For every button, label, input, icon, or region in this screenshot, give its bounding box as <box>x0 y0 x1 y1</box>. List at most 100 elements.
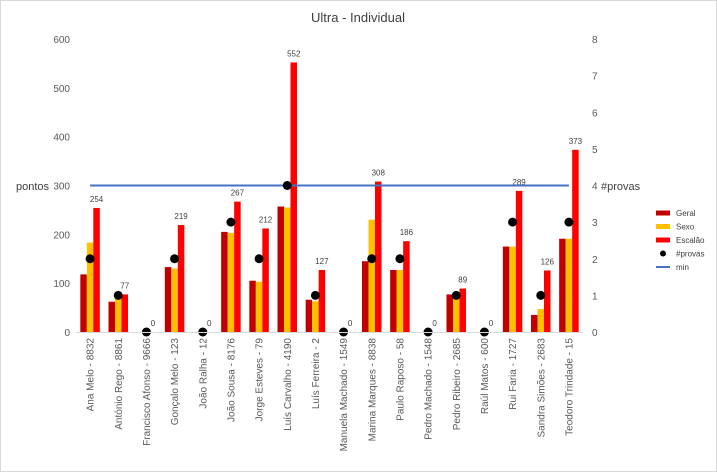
y2-tick-label: 2 <box>592 255 598 266</box>
bar-sexo <box>312 301 319 332</box>
legend-swatch <box>656 210 670 216</box>
y-tick-label: 100 <box>53 279 70 290</box>
bar-geral <box>108 301 115 332</box>
bar-sexo <box>284 207 291 332</box>
escalao-data-label: 77 <box>120 281 129 290</box>
x-tick-label: Pedro Ribeiro - 2685 <box>452 338 463 431</box>
legend-swatch <box>656 237 670 243</box>
bar-sexo <box>368 219 375 332</box>
bar-geral <box>559 238 566 332</box>
escalao-data-label: 219 <box>174 212 188 221</box>
y-tick-label: 400 <box>53 133 70 144</box>
escalao-data-label: 0 <box>348 319 353 328</box>
escalao-data-label: 0 <box>151 319 156 328</box>
bar-escalo <box>515 190 523 332</box>
bar-escalo <box>403 241 410 332</box>
escalao-data-label: 212 <box>259 215 273 224</box>
x-tick-label: Paulo Raposo - 58 <box>395 338 406 421</box>
escalao-data-label: 127 <box>315 257 329 266</box>
bar-escalo <box>234 201 241 332</box>
bar-sexo <box>537 309 544 332</box>
bar-geral <box>531 314 538 332</box>
provas-point <box>310 290 320 300</box>
bar-escalo <box>262 228 269 332</box>
x-tick-label: Francisco Afonso - 9666 <box>142 338 153 446</box>
escalao-data-label: 289 <box>512 178 526 187</box>
bar-geral <box>277 206 284 332</box>
bar-sexo <box>565 238 573 332</box>
y2-tick-label: 6 <box>592 108 598 119</box>
y2-tick-label: 0 <box>592 328 598 339</box>
bar-geral <box>80 274 87 332</box>
escalao-data-label: 126 <box>541 257 555 266</box>
x-tick-label: Luís Carvalho - 4190 <box>283 338 294 431</box>
escalao-data-label: 308 <box>372 169 386 178</box>
bar-sexo <box>171 268 178 332</box>
y-tick-label: 600 <box>53 35 70 46</box>
provas-point <box>395 254 405 264</box>
x-tick-label: Ana Melo - 8832 <box>86 338 97 412</box>
bar-escalo <box>375 181 382 332</box>
x-tick-label: Teodoro Trindade - 15 <box>564 338 575 436</box>
bar-geral <box>502 246 510 332</box>
bar-geral <box>362 261 369 332</box>
y-tick-label: 200 <box>53 230 70 241</box>
bar-geral <box>446 294 453 332</box>
bar-sexo <box>509 246 516 332</box>
y2-axis-title: #provas <box>601 181 641 193</box>
escalao-data-label: 89 <box>458 276 467 285</box>
escalao-data-label: 267 <box>231 189 245 198</box>
escalao-data-label: 0 <box>489 319 494 328</box>
x-tick-label: Gonçalo Melo - 123 <box>170 338 181 426</box>
provas-point <box>367 254 377 264</box>
bar-escalo <box>121 294 128 332</box>
legend-label: #provas <box>676 250 704 259</box>
bar-geral <box>305 299 313 332</box>
escalao-data-label: 373 <box>569 137 583 146</box>
provas-point <box>113 290 123 300</box>
provas-point <box>564 217 574 227</box>
x-tick-label: Marina Marques - 8838 <box>367 338 378 442</box>
x-tick-label: Pedro Machado - 1548 <box>424 338 435 440</box>
bar-sexo <box>115 297 122 332</box>
provas-point <box>85 254 95 264</box>
provas-point <box>282 181 292 190</box>
bar-sexo <box>86 242 94 332</box>
y-axis: 0 100 200 300 400 500 600 <box>53 35 70 339</box>
provas-point <box>170 254 180 264</box>
x-axis: Ana Melo - 8832 António Rego - 8861 Franci… <box>76 332 583 451</box>
bar-geral <box>249 280 256 332</box>
bar-escalo <box>93 207 100 332</box>
provas-point <box>226 217 236 227</box>
y-tick-label: 500 <box>53 84 70 95</box>
provas-point <box>451 290 461 300</box>
escalao-data-label: 552 <box>287 49 301 58</box>
provas-point <box>508 217 518 227</box>
legend-label: Escalão <box>676 236 705 245</box>
bar-sexo <box>396 269 404 332</box>
legend-label: min <box>676 263 689 272</box>
y-tick-label: 0 <box>64 328 70 339</box>
y2-axis: 0 1 2 3 4 5 6 7 8 <box>592 35 598 339</box>
legend: Geral Sexo Escalão #provas min <box>656 209 705 272</box>
provas-series <box>85 181 574 337</box>
escalao-data-label: 254 <box>90 195 104 204</box>
bar-escalo <box>544 270 551 332</box>
x-tick-label: Luís Ferreira - 2 <box>311 338 322 410</box>
bar-escalo <box>177 225 185 332</box>
y2-tick-label: 1 <box>592 291 598 302</box>
x-tick-label: João Sousa - 8176 <box>226 338 237 422</box>
bar-escalo <box>459 288 466 332</box>
bar-series <box>80 62 579 332</box>
bar-escalo <box>290 62 297 332</box>
provas-point <box>536 290 546 300</box>
legend-swatch <box>656 224 670 229</box>
y-tick-label: 300 <box>53 182 70 193</box>
x-tick-label: Jorge Esteves - 79 <box>255 338 266 422</box>
legend-label: Sexo <box>676 223 695 232</box>
legend-label: Geral <box>676 209 696 218</box>
bar-escalo <box>318 269 326 332</box>
x-tick-label: João Ralha - 12 <box>198 338 209 409</box>
bar-sexo <box>255 281 263 332</box>
